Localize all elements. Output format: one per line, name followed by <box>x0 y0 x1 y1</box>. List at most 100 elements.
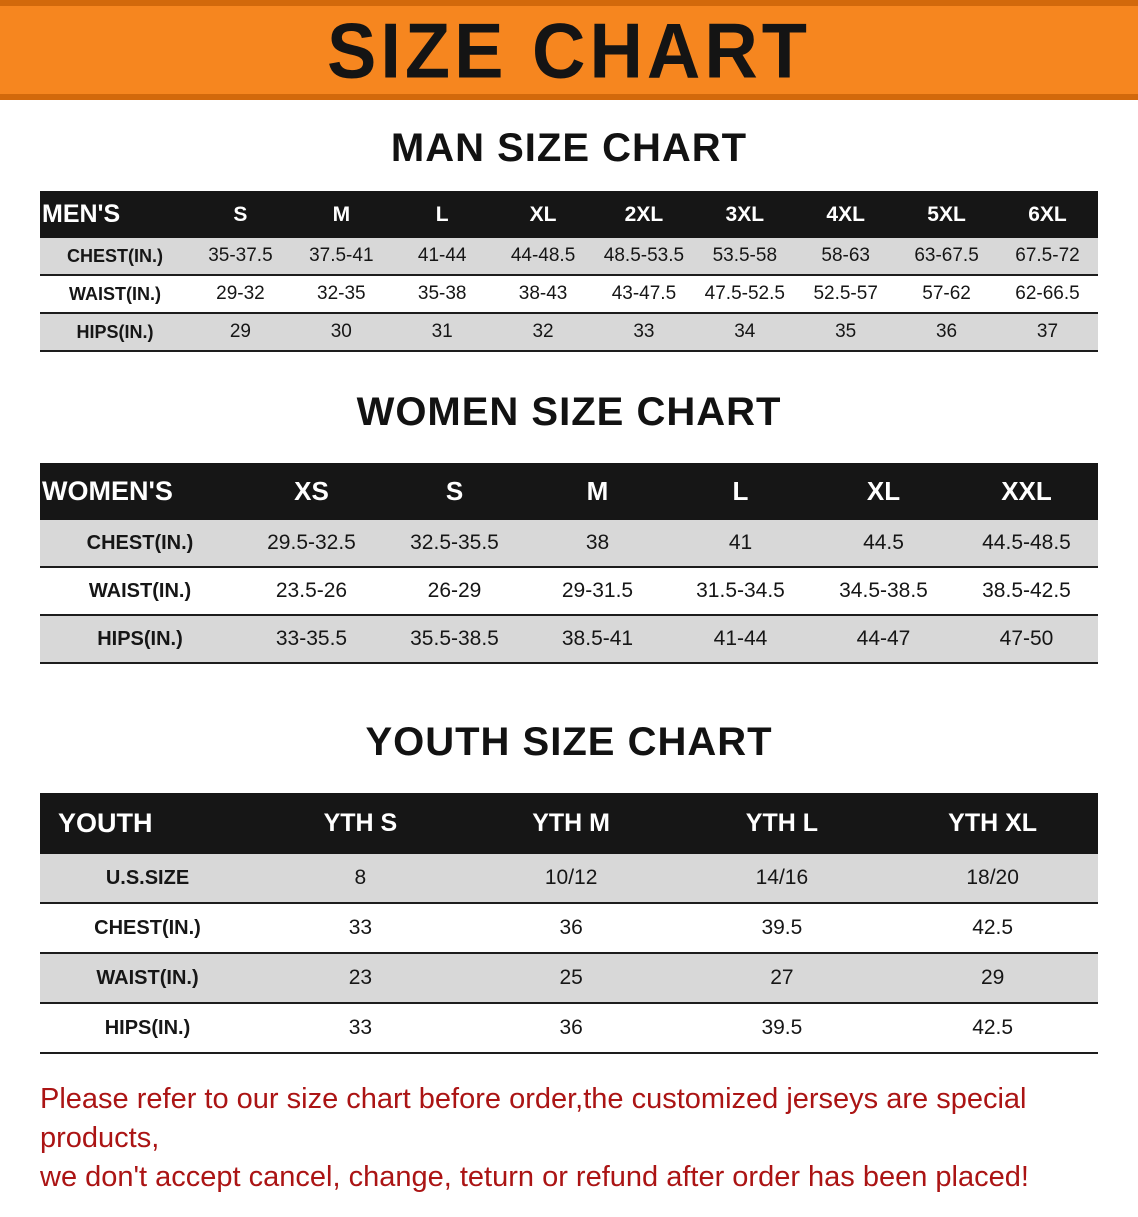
value-cell: 63-67.5 <box>914 245 979 266</box>
value-cell: 35.5-38.5 <box>410 627 499 650</box>
value-cell: 30 <box>330 321 352 342</box>
size-column-header: 3XL <box>725 202 765 226</box>
value-cell: 31 <box>431 321 453 342</box>
value-cell: 37 <box>1036 321 1059 342</box>
table-row: WAIST(IN.) 23.5-26 26-29 29-31.5 31.5-34.5 34… <box>40 567 1098 615</box>
table-title-cell: WOMEN'S <box>42 476 173 506</box>
table-header-row: WOMEN'S XS S M L XL XXL <box>40 463 1098 520</box>
value-cell: 44-47 <box>856 627 911 650</box>
size-column-header: XS <box>294 476 329 506</box>
value-cell: 10/12 <box>544 866 598 889</box>
value-cell: 23.5-26 <box>275 579 348 602</box>
size-column-header: S <box>445 476 464 506</box>
value-cell: 26-29 <box>427 579 482 602</box>
youth-size-table: YOUTH YTH S YTH M YTH L YTH XL U.S.SIZE 8 10/12… <box>40 793 1098 1054</box>
value-cell: 25 <box>559 966 583 989</box>
row-label-cell: CHEST(IN.) <box>86 531 194 554</box>
size-column-header: M <box>332 202 351 226</box>
value-cell: 34.5-38.5 <box>839 579 928 602</box>
row-label-cell: CHEST(IN.) <box>67 245 163 266</box>
table-header-row: YOUTH YTH S YTH M YTH L YTH XL <box>40 793 1098 854</box>
row-label-cell: U.S.SIZE <box>105 866 190 889</box>
table-row: CHEST(IN.) 29.5-32.5 32.5-35.5 38 41 44.5 44.5… <box>40 520 1098 567</box>
value-cell: 35-38 <box>417 283 467 304</box>
size-column-header: XXL <box>1001 476 1052 506</box>
value-cell: 32-35 <box>317 283 366 304</box>
value-cell: 42.5 <box>972 916 1014 939</box>
table-row: WAIST(IN.) 23 25 27 29 <box>40 953 1098 1003</box>
value-cell: 47-50 <box>999 627 1054 650</box>
value-cell: 67.5-72 <box>1015 245 1080 266</box>
row-label-cell: WAIST(IN.) <box>88 579 192 602</box>
size-column-header: YTH S <box>323 809 398 837</box>
size-column-header: L <box>435 202 449 226</box>
value-cell: 36 <box>935 321 958 342</box>
order-notice: Please refer to our size chart before or… <box>40 1080 1100 1197</box>
value-cell: 41-44 <box>417 245 467 266</box>
value-cell: 58-63 <box>821 245 870 266</box>
size-column-header: XL <box>866 476 901 506</box>
women-section: WOMEN SIZE CHART WOMEN'S XS S M L XL XXL CHEST(… <box>0 390 1138 664</box>
youth-section: YOUTH SIZE CHART YOUTH YTH S YTH M YTH L YTH… <box>0 720 1138 1054</box>
value-cell: 44.5 <box>863 531 904 554</box>
value-cell: 39.5 <box>761 1016 803 1039</box>
value-cell: 43-47.5 <box>611 283 677 304</box>
value-cell: 27 <box>770 966 794 989</box>
value-cell: 39.5 <box>761 916 803 939</box>
value-cell: 47.5-52.5 <box>704 283 785 304</box>
value-cell: 32.5-35.5 <box>410 531 499 554</box>
table-row: HIPS(IN.) 29 30 31 32 33 34 35 36 37 <box>40 313 1098 351</box>
table-row: U.S.SIZE 8 10/12 14/16 18/20 <box>40 854 1098 903</box>
value-cell: 29 <box>229 321 251 342</box>
size-column-header: XL <box>529 202 557 226</box>
table-header-row: MEN'S S M L XL 2XL 3XL 4XL 5XL 6XL <box>40 191 1098 238</box>
order-notice-line1: Please refer to our size chart before or… <box>40 1083 1027 1155</box>
value-cell: 29.5-32.5 <box>267 531 356 554</box>
value-cell: 44.5-48.5 <box>982 531 1071 554</box>
men-section: MAN SIZE CHART MEN'S S M L XL 2XL 3XL 4XL 5XL 6XL… <box>0 126 1138 352</box>
value-cell: 35-37.5 <box>208 245 273 266</box>
table-row: HIPS(IN.) 33-35.5 35.5-38.5 38.5-41 41-44 44-… <box>40 615 1098 663</box>
banner-title: SIZE CHART <box>327 6 811 94</box>
men-section-heading: MAN SIZE CHART <box>390 126 748 170</box>
value-cell: 41-44 <box>713 627 768 650</box>
value-cell: 33-35.5 <box>275 627 348 650</box>
youth-section-heading: YOUTH SIZE CHART <box>365 720 773 764</box>
order-notice-line2: we don't accept cancel, change, teturn o… <box>40 1161 1029 1194</box>
value-cell: 37.5-41 <box>309 245 374 266</box>
table-row: CHEST(IN.) 35-37.5 37.5-41 41-44 44-48.5 48.5… <box>40 238 1098 275</box>
value-cell: 23 <box>348 966 373 989</box>
row-label-cell: CHEST(IN.) <box>94 916 201 939</box>
value-cell: 62-66.5 <box>1015 283 1080 304</box>
value-cell: 41 <box>728 531 753 554</box>
value-cell: 33 <box>348 916 373 939</box>
value-cell: 42.5 <box>972 1016 1014 1039</box>
value-cell: 33 <box>633 321 655 342</box>
value-cell: 38 <box>585 531 610 554</box>
value-cell: 18/20 <box>966 866 1019 889</box>
table-row: CHEST(IN.) 33 36 39.5 42.5 <box>40 903 1098 953</box>
size-column-header: M <box>586 476 609 506</box>
size-column-header: YTH XL <box>948 809 1038 837</box>
size-column-header: 6XL <box>1028 202 1067 226</box>
value-cell: 34 <box>734 321 756 342</box>
size-column-header: YTH M <box>532 809 611 837</box>
value-cell: 57-62 <box>922 283 971 304</box>
size-column-header: S <box>233 202 248 226</box>
value-cell: 14/16 <box>755 866 809 889</box>
row-label-cell: HIPS(IN.) <box>97 627 183 650</box>
size-column-header: YTH L <box>745 809 818 837</box>
value-cell: 38-43 <box>518 283 568 304</box>
value-cell: 31.5-34.5 <box>696 579 785 602</box>
value-cell: 8 <box>354 866 367 889</box>
row-label-cell: HIPS(IN.) <box>104 1016 191 1039</box>
value-cell: 52.5-57 <box>813 283 878 304</box>
value-cell: 38.5-42.5 <box>982 579 1071 602</box>
size-column-header: 5XL <box>927 202 966 226</box>
size-chart-banner: SIZE CHART <box>0 0 1138 100</box>
women-section-heading: WOMEN SIZE CHART <box>356 390 782 434</box>
value-cell: 36 <box>559 916 583 939</box>
value-cell: 36 <box>559 1016 583 1039</box>
table-row: WAIST(IN.) 29-32 32-35 35-38 38-43 43-47.5 47.… <box>40 275 1098 313</box>
value-cell: 32 <box>532 321 554 342</box>
